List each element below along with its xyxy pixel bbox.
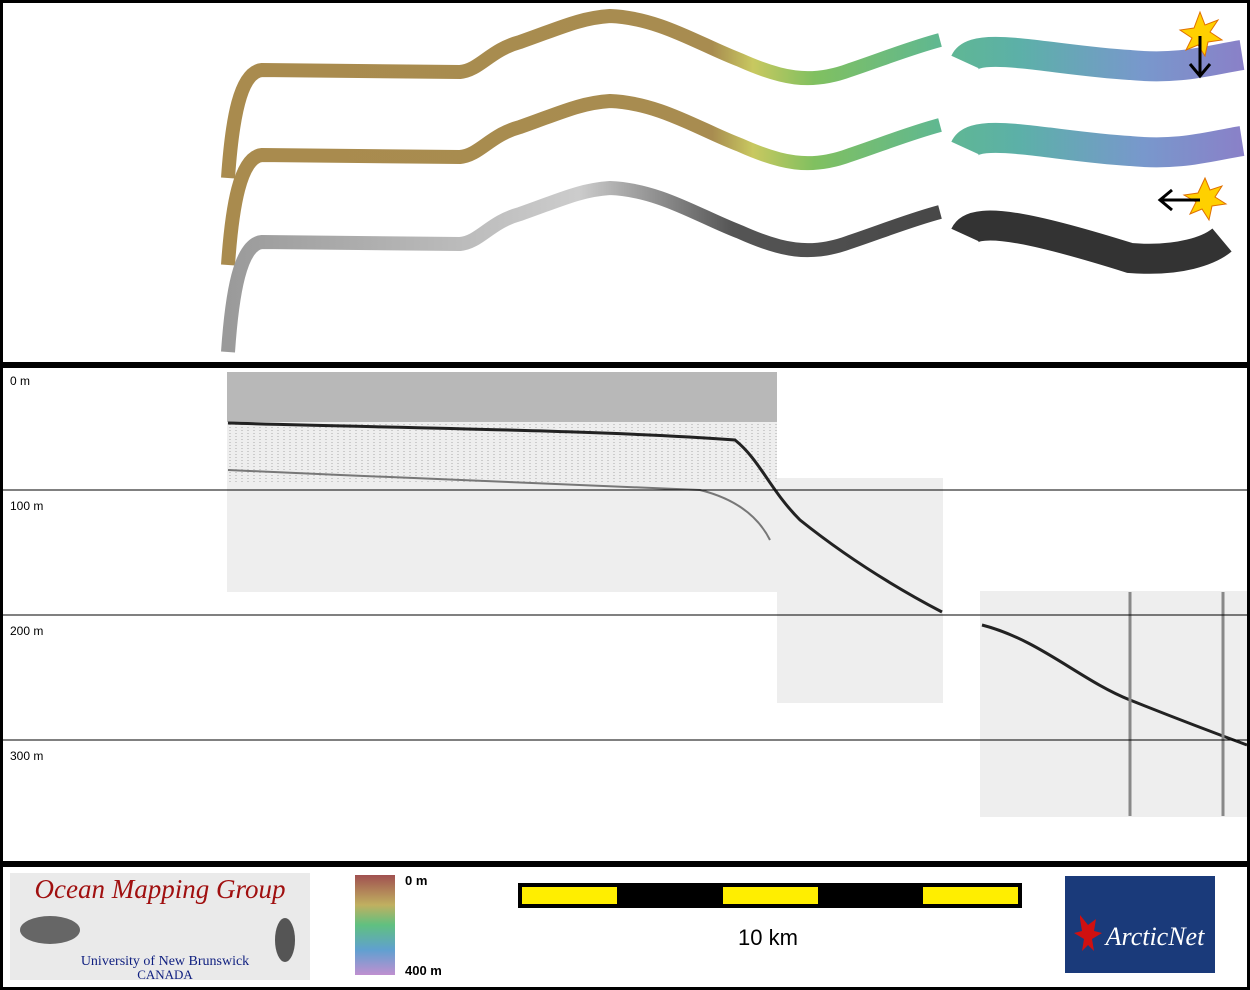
scale-bar-label: 10 km xyxy=(738,925,798,950)
scale-bar xyxy=(518,883,1022,908)
swaths xyxy=(221,8,1245,353)
depth-label: 200 m xyxy=(10,624,43,638)
color-bar xyxy=(355,875,395,975)
omg-country: CANADA xyxy=(137,967,193,982)
sub-bottom-profiles xyxy=(227,372,1248,817)
color-bar-top: 0 m xyxy=(405,873,427,888)
depth-label: 100 m xyxy=(10,499,43,513)
omg-logo: Ocean Mapping Group University of New Br… xyxy=(10,873,310,982)
arcticnet-text: ArcticNet xyxy=(1104,922,1205,951)
depth-label: 300 m xyxy=(10,749,43,763)
arcticnet-logo: ArcticNet xyxy=(1065,876,1215,973)
color-bar-bottom: 400 m xyxy=(405,963,442,978)
depth-label: 0 m xyxy=(10,374,30,388)
omg-title: Ocean Mapping Group xyxy=(35,874,286,904)
depth-grid xyxy=(3,489,1247,741)
omg-subtitle: University of New Brunswick xyxy=(81,954,249,969)
markers xyxy=(1157,10,1228,222)
